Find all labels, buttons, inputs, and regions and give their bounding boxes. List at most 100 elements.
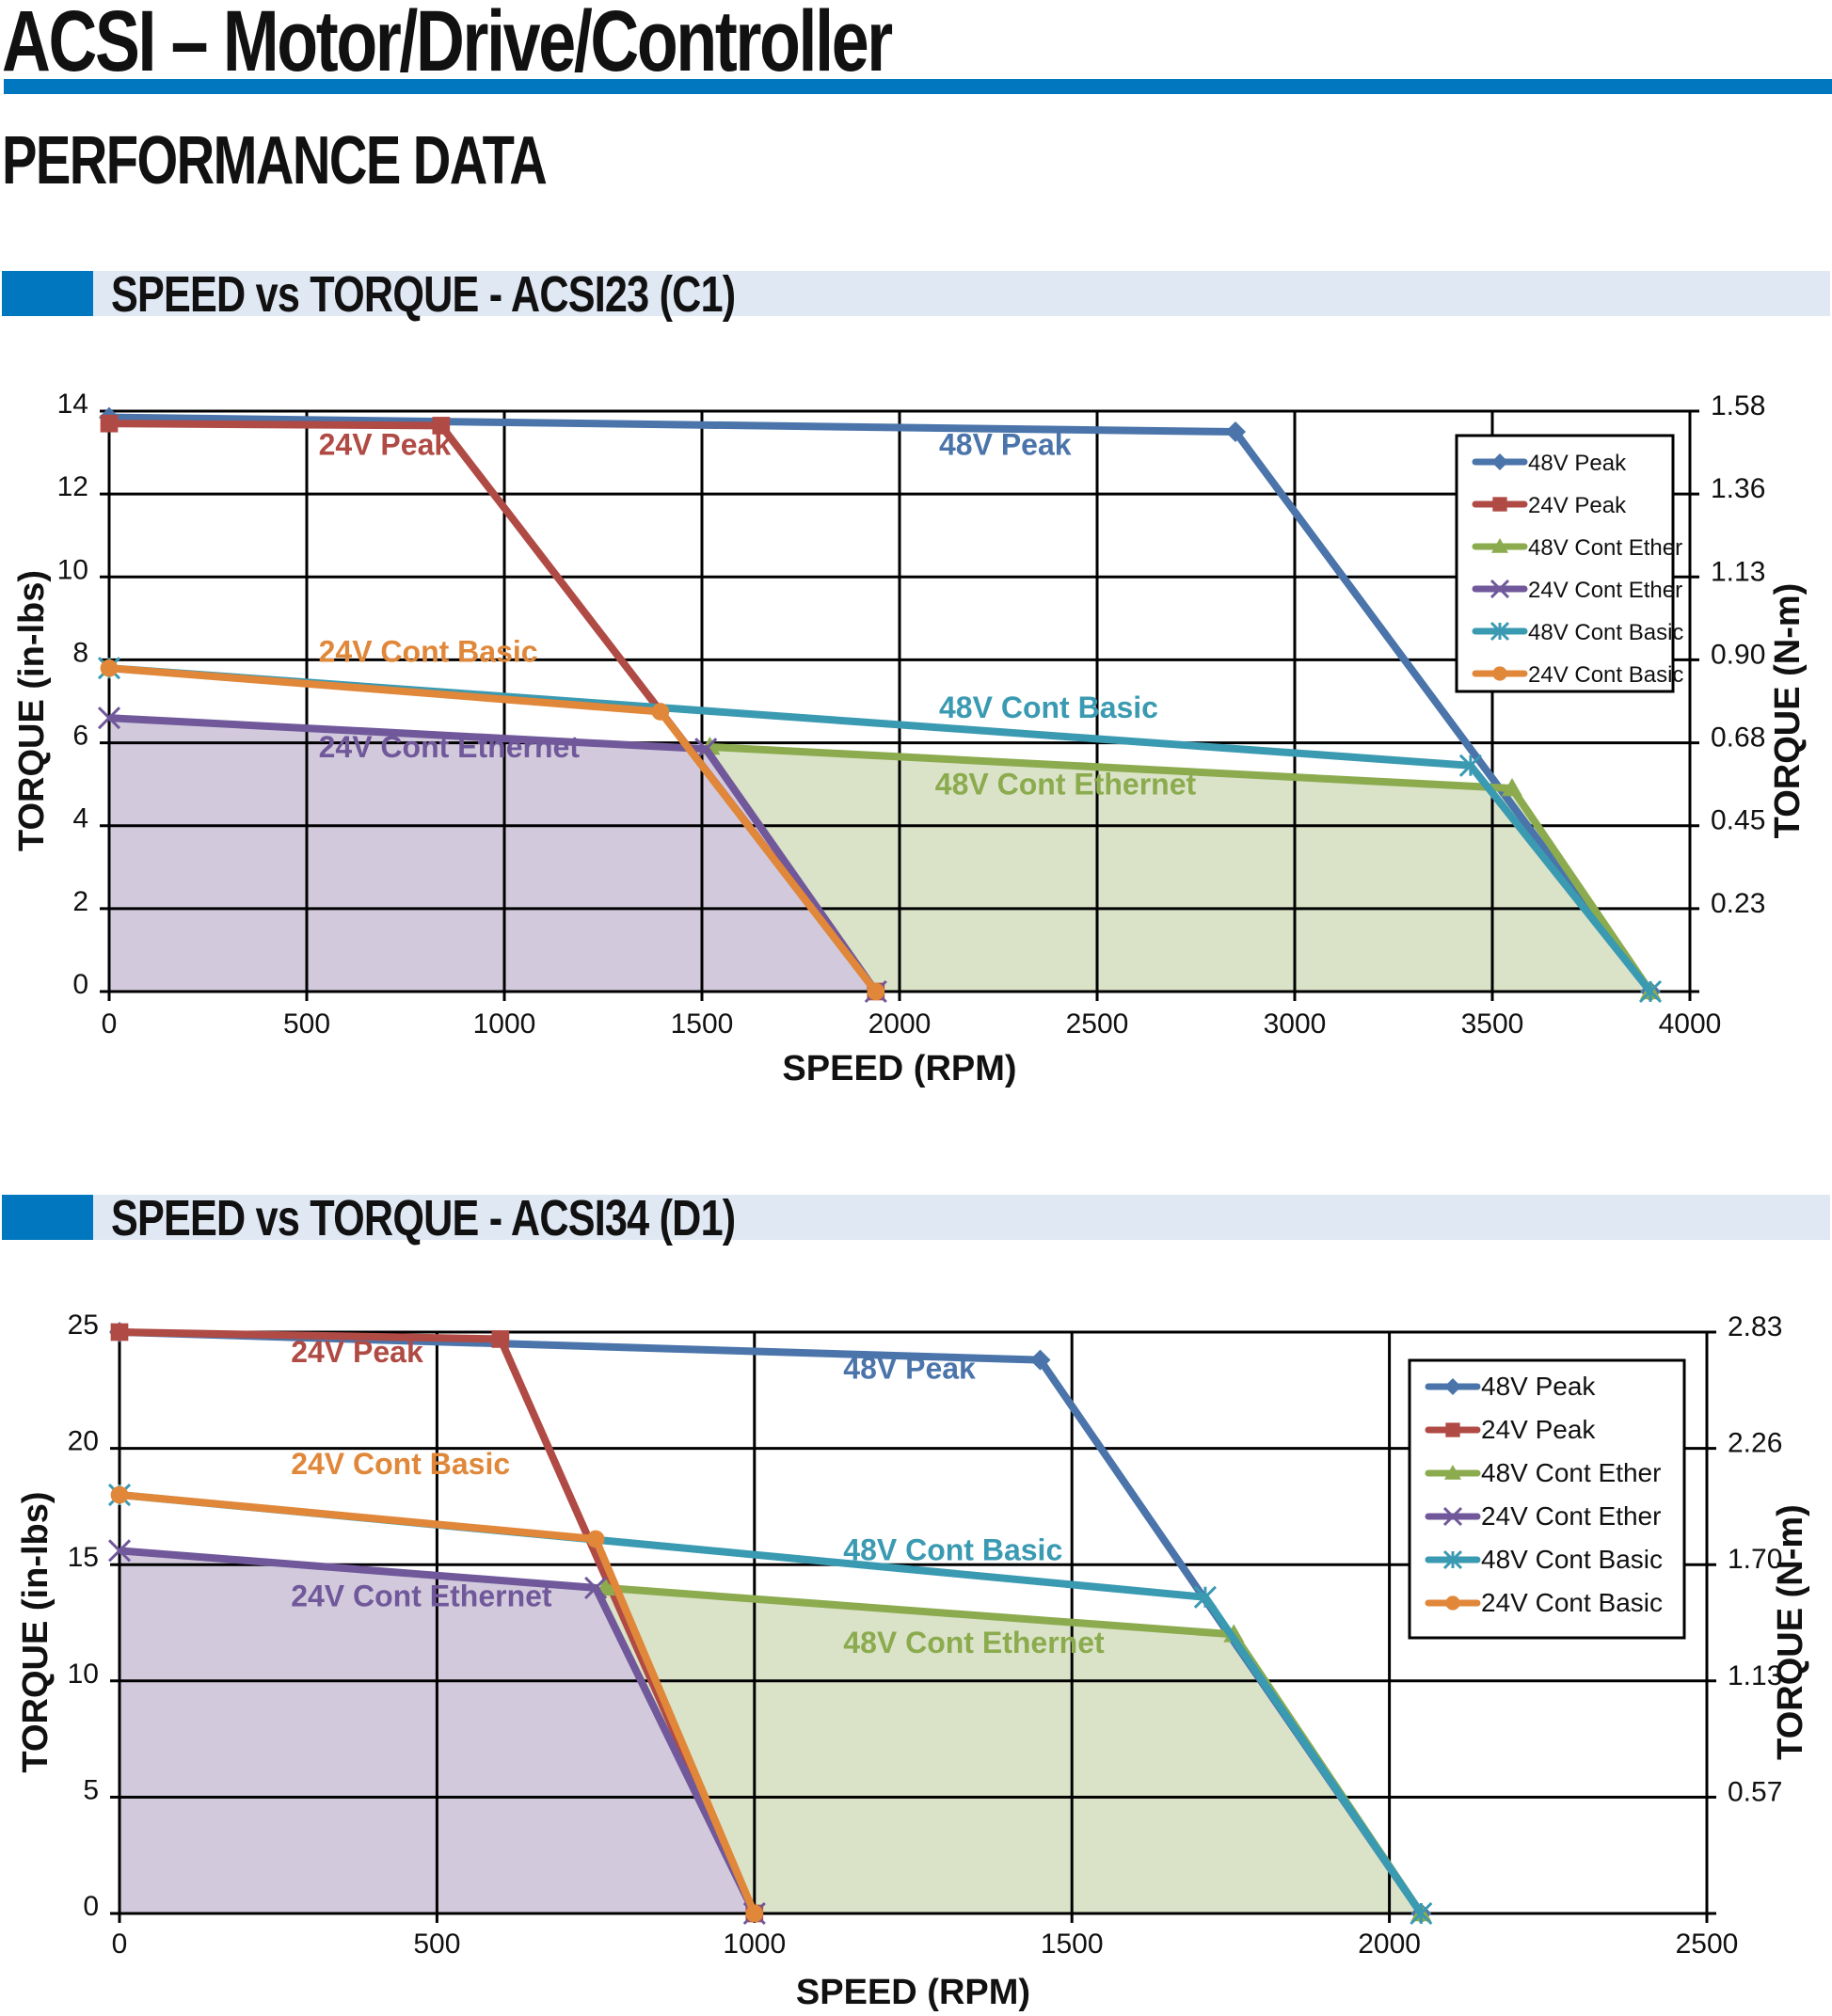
legend-label: 48V Cont Ether (1528, 535, 1682, 561)
series-annotation: 24V Cont Basic (291, 1447, 510, 1481)
data-point (586, 1530, 605, 1548)
series-24v-cont-basic (110, 1485, 764, 1923)
data-point (100, 414, 119, 433)
y-tick-label: 10 (68, 1659, 99, 1690)
page-title: ACSI – Motor/Drive/Controller (2, 0, 893, 89)
series-annotation: 48V Cont Basic (843, 1532, 1062, 1566)
data-point (1638, 979, 1663, 1004)
series-24v-cont-ether (107, 1539, 766, 1926)
legend-marker-icon (1491, 453, 1508, 470)
y2-tick-label: 0.90 (1711, 639, 1765, 670)
legend-marker-icon (1445, 1422, 1460, 1437)
data-point (1458, 754, 1482, 777)
data-point (1225, 421, 1246, 443)
x-tick-label: 2500 (1676, 1929, 1739, 1960)
y2-tick-label: 1.58 (1711, 390, 1765, 421)
legend-label: 48V Cont Ether (1481, 1458, 1661, 1487)
y-tick-label: 25 (68, 1310, 99, 1341)
legend-label: 48V Peak (1481, 1372, 1596, 1401)
chart-title: SPEED vs TORQUE - ACSI23 (C1) (111, 266, 736, 323)
chart-header-acsi34: SPEED vs TORQUE - ACSI34 (D1) (2, 1190, 1830, 1246)
x-tick-label: 0 (102, 1008, 118, 1040)
data-point (1029, 1349, 1051, 1371)
y2-tick-label: 1.13 (1711, 556, 1765, 587)
legend-label: 24V Peak (1528, 493, 1627, 518)
chart-title: SPEED vs TORQUE - ACSI34 (D1) (111, 1190, 736, 1246)
data-point (1502, 778, 1522, 797)
series-annotation: 48V Cont Ethernet (935, 768, 1197, 802)
legend-label: 48V Cont Basic (1528, 620, 1683, 645)
y-tick-label: 15 (68, 1542, 99, 1573)
y2-tick-label: 1.36 (1711, 473, 1765, 504)
data-point (100, 659, 119, 677)
tick-labels: 0 500 1000 1500 2000 2500 3000 3500 4000 0 2 4 6 8 10 1… (57, 389, 1766, 1040)
legend-label: 24V Cont Ether (1481, 1501, 1661, 1531)
data-point (1193, 1585, 1217, 1609)
legend-marker-icon (1489, 579, 1510, 599)
y-tick-label: 8 (72, 637, 88, 668)
y-tick-label: 5 (83, 1774, 99, 1805)
y2-tick-label: 0.68 (1711, 722, 1765, 754)
y-tick-label: 6 (72, 721, 88, 752)
y-axis-title: TORQUE (in-lbs) (12, 570, 52, 851)
y2-tick-label: 2.26 (1728, 1428, 1782, 1459)
area-fills (109, 718, 1650, 992)
tick-labels: 0 500 1000 1500 2000 2500 0 5 10 15 20 25 0.57 1.13 1.… (68, 1310, 1783, 1960)
y-tick-label: 0 (72, 969, 88, 1000)
y2-tick-label: 2.83 (1728, 1311, 1782, 1342)
x-tick-label: 2000 (868, 1008, 932, 1040)
data-point (110, 1485, 129, 1504)
series-annotation: 48V Cont Basic (939, 691, 1158, 724)
legend-label: 48V Cont Basic (1481, 1545, 1663, 1574)
data-point (107, 1539, 132, 1563)
legend-marker-icon (1444, 1378, 1461, 1395)
data-point (97, 706, 121, 730)
series-annotation: 24V Cont Ethernet (319, 730, 581, 764)
y-tick-label: 14 (57, 389, 88, 420)
legend-box (1408, 1358, 1686, 1640)
legend-label: 48V Peak (1528, 451, 1627, 476)
y-tick-label: 4 (72, 803, 88, 834)
y-tick-label: 12 (57, 471, 88, 502)
y-axis-title: TORQUE (in-lbs) (16, 1491, 56, 1772)
area-fill-24v-cont-ether (109, 718, 876, 992)
series-annotation: 24V Peak (291, 1335, 423, 1369)
series-annotation: 48V Peak (939, 427, 1072, 461)
x-tick-label: 500 (283, 1008, 330, 1040)
legend-marker-icon (1492, 666, 1507, 681)
x-tick-label: 1500 (1041, 1929, 1104, 1960)
data-point (745, 1904, 764, 1923)
gridlines (100, 409, 1699, 1001)
legend-label: 24V Cont Ether (1528, 578, 1682, 603)
series-annotation: 24V Cont Ethernet (291, 1579, 552, 1613)
section-heading: PERFORMANCE DATA (2, 123, 548, 198)
legend-marker-icon (1445, 1595, 1460, 1611)
x-axis-title: SPEED (RPM) (782, 1049, 1016, 1088)
data-point (110, 1323, 129, 1341)
x-tick-label: 4000 (1659, 1008, 1722, 1040)
y-tick-label: 10 (57, 554, 88, 585)
data-point (491, 1330, 510, 1348)
legend-box (1455, 434, 1675, 693)
legend-marker-icon (1489, 621, 1510, 642)
y-tick-label: 20 (68, 1426, 99, 1457)
y2-axis-title: TORQUE (N-m) (1768, 583, 1808, 839)
series-annotation: 48V Cont Ethernet (843, 1626, 1105, 1659)
legend-marker-icon (1444, 1465, 1461, 1480)
legend-marker-icon (1442, 1549, 1463, 1570)
y2-tick-label: 0.57 (1728, 1776, 1782, 1807)
series-24v-cont-basic (100, 659, 885, 1001)
data-point (867, 982, 885, 1001)
legend-marker-icon (1492, 497, 1507, 512)
x-tick-label: 1500 (671, 1008, 734, 1040)
area-fill-48v-cont-ether (605, 1587, 1422, 1913)
x-tick-label: 3500 (1461, 1008, 1524, 1040)
legend-marker-icon (1442, 1506, 1463, 1527)
y2-tick-label: 1.70 (1728, 1544, 1782, 1575)
y2-axis-title: TORQUE (N-m) (1771, 1504, 1810, 1760)
legend: 48V Peak 24V Peak 48V Cont Ether 24V Cont E… (1455, 434, 1683, 693)
area-fill-48v-cont-ether (709, 746, 1650, 992)
x-tick-label: 0 (112, 1929, 128, 1960)
